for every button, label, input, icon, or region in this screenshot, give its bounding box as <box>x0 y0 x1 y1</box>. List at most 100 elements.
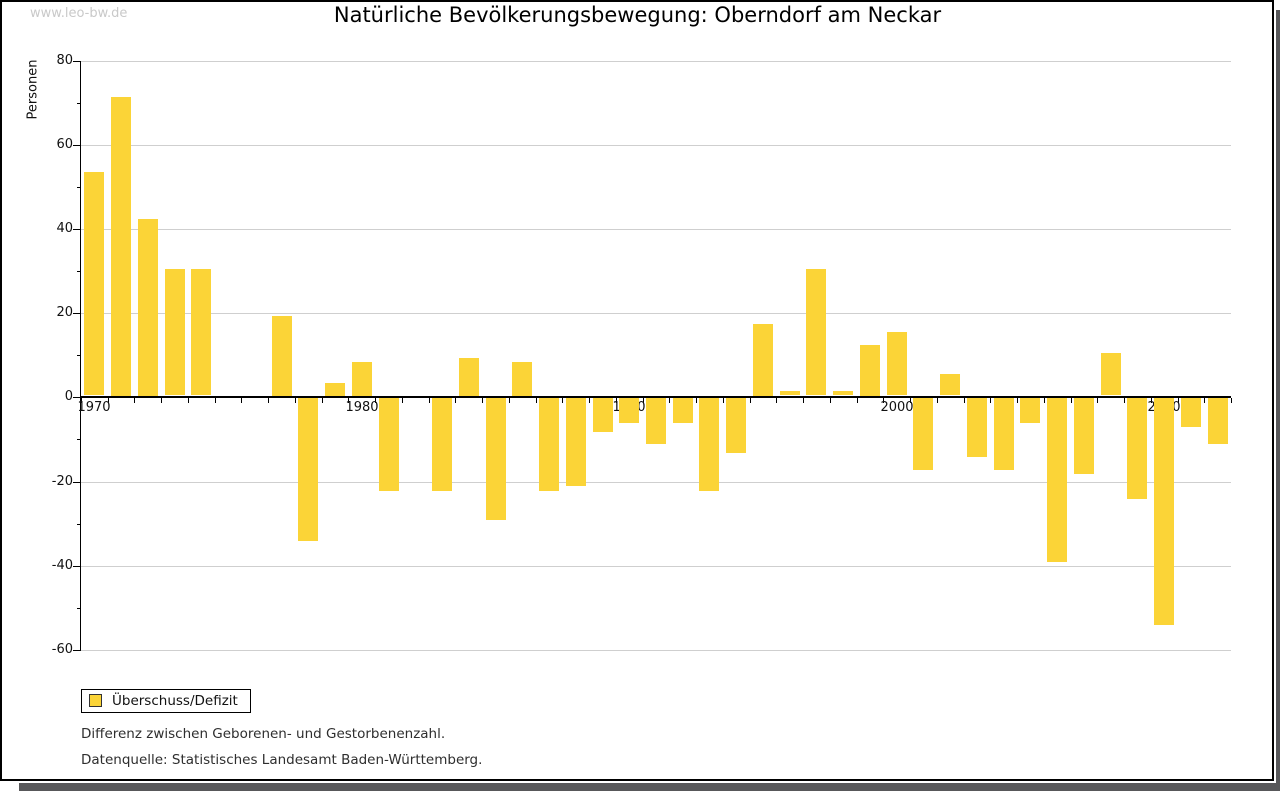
y-minor-tick--50 <box>76 608 81 609</box>
bar-1994 <box>726 397 746 453</box>
bar-2005 <box>1020 397 1040 423</box>
x-tick-41 <box>1178 397 1179 403</box>
x-tick-38 <box>1097 397 1098 403</box>
gridline-20 <box>81 313 1231 314</box>
window-shadow-right <box>1275 10 1280 791</box>
x-tick-34 <box>990 397 991 403</box>
x-tick-30 <box>883 397 884 403</box>
bar-2002 <box>940 374 960 396</box>
gridline-60 <box>81 145 1231 146</box>
x-tick-31 <box>910 397 911 403</box>
legend-color-swatch <box>89 694 102 707</box>
y-tick-40 <box>73 229 81 230</box>
y-label--60: -60 <box>51 642 73 657</box>
x-tick-5 <box>215 397 216 403</box>
y-label-40: 40 <box>56 221 73 236</box>
y-minor-tick--30 <box>76 524 81 525</box>
bar-1987 <box>539 397 559 491</box>
bar-1973 <box>165 269 185 396</box>
x-tick-9 <box>322 397 323 403</box>
x-tick-21 <box>643 397 644 403</box>
bar-1985 <box>486 397 506 520</box>
x-tick-43 <box>1231 397 1232 403</box>
y-tick--20 <box>73 482 81 483</box>
bar-1980 <box>352 361 372 396</box>
bar-1974 <box>191 269 211 396</box>
x-tick-11 <box>375 397 376 403</box>
x-tick-4 <box>188 397 189 403</box>
y-label--20: -20 <box>51 474 73 489</box>
y-tick--60 <box>73 650 81 651</box>
x-tick-22 <box>669 397 670 403</box>
x-tick-24 <box>723 397 724 403</box>
x-tick-42 <box>1204 397 1205 403</box>
bar-1986 <box>512 361 532 396</box>
bar-1995 <box>753 323 773 396</box>
bar-1978 <box>298 397 318 541</box>
x-tick-0 <box>81 397 82 403</box>
bar-2008 <box>1101 353 1121 396</box>
bar-1996 <box>780 391 800 396</box>
x-tick-16 <box>509 397 510 403</box>
y-minor-tick-30 <box>76 271 81 272</box>
x-tick-28 <box>830 397 831 403</box>
x-tick-6 <box>241 397 242 403</box>
y-tick-0 <box>73 397 81 398</box>
gridline--40 <box>81 566 1231 567</box>
bar-2009 <box>1127 397 1147 499</box>
x-tick-33 <box>964 397 965 403</box>
x-tick-40 <box>1151 397 1152 403</box>
x-tick-20 <box>616 397 617 403</box>
x-tick-32 <box>937 397 938 403</box>
bar-1993 <box>699 397 719 491</box>
gridline-40 <box>81 229 1231 230</box>
bar-1977 <box>272 315 292 396</box>
bar-1983 <box>432 397 452 491</box>
x-tick-26 <box>776 397 777 403</box>
x-tick-15 <box>482 397 483 403</box>
y-tick-20 <box>73 313 81 314</box>
bar-1992 <box>673 397 693 423</box>
legend: Überschuss/Defizit <box>81 689 251 713</box>
x-tick-10 <box>348 397 349 403</box>
y-label-20: 20 <box>56 305 73 320</box>
bar-1970 <box>84 172 104 396</box>
x-label-1980: 1980 <box>345 400 379 415</box>
bar-1972 <box>138 218 158 396</box>
bar-1988 <box>566 397 586 486</box>
bar-1971 <box>111 96 131 396</box>
bar-2001 <box>913 397 933 470</box>
y-tick--40 <box>73 566 81 567</box>
x-tick-23 <box>696 397 697 403</box>
watermark: www.leo-bw.de <box>30 6 128 21</box>
x-label-2000: 2000 <box>880 400 914 415</box>
x-tick-37 <box>1071 397 1072 403</box>
x-tick-36 <box>1044 397 1045 403</box>
x-tick-39 <box>1124 397 1125 403</box>
bar-2007 <box>1074 397 1094 474</box>
x-tick-19 <box>589 397 590 403</box>
x-tick-7 <box>268 397 269 403</box>
y-label-0: 0 <box>64 389 73 404</box>
y-tick-80 <box>73 61 81 62</box>
x-axis-line <box>81 395 1231 398</box>
y-minor-tick-70 <box>76 103 81 104</box>
window-shadow-bottom <box>19 783 1280 791</box>
bar-1984 <box>459 357 479 396</box>
chart-note: Differenz zwischen Geborenen- und Gestor… <box>81 726 446 742</box>
y-minor-tick-50 <box>76 187 81 188</box>
bar-2006 <box>1047 397 1067 562</box>
gridline--20 <box>81 482 1231 483</box>
x-tick-13 <box>429 397 430 403</box>
y-axis-line <box>79 61 81 651</box>
y-minor-tick--10 <box>76 439 81 440</box>
bar-1981 <box>379 397 399 491</box>
gridline-80 <box>81 61 1231 62</box>
bar-2004 <box>994 397 1014 470</box>
x-tick-1 <box>108 397 109 403</box>
bar-1998 <box>833 391 853 396</box>
y-axis-title: Personen <box>25 59 41 120</box>
bar-2011 <box>1181 397 1201 427</box>
